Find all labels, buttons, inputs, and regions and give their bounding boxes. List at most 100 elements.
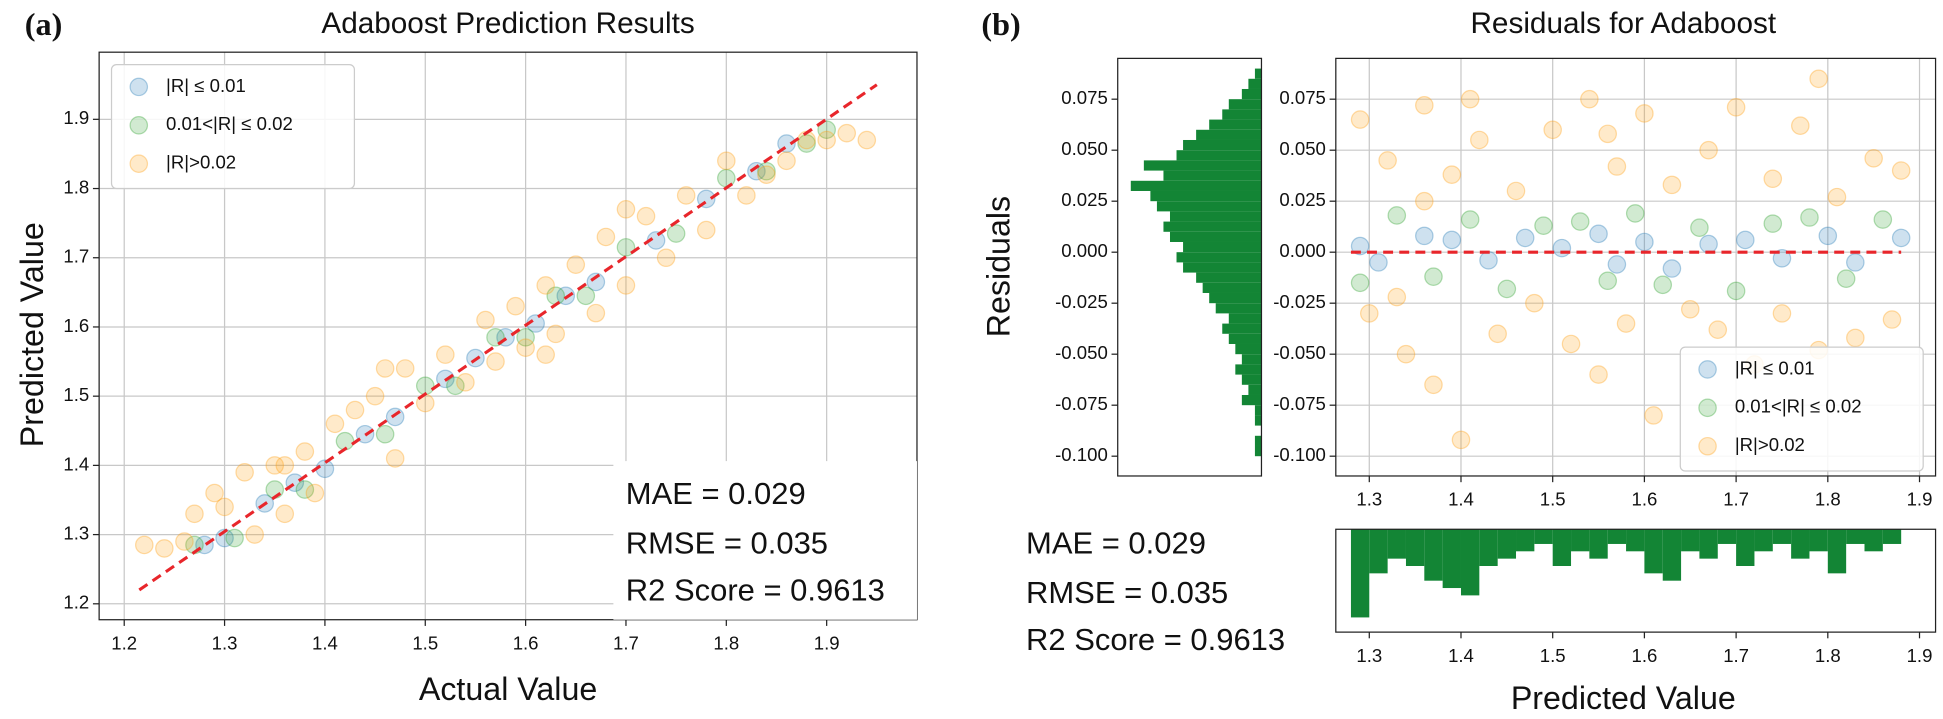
data-point [1763, 169, 1783, 189]
legend-label: 0.01<|R| ≤ 0.02 [166, 113, 293, 134]
histogram-bar [1882, 529, 1902, 544]
data-point [275, 456, 295, 475]
histogram-bar [1516, 529, 1535, 552]
x-axis-label: Predicted Value [1511, 680, 1736, 716]
data-point [436, 345, 455, 364]
histogram-bar [1254, 405, 1262, 416]
histogram-bar [1405, 529, 1425, 566]
data-point [275, 504, 295, 524]
legend-marker [1698, 436, 1717, 456]
histogram-bar [1827, 529, 1847, 574]
y-tick-label: -0.100 [1055, 444, 1108, 465]
y-axis-label: Predicted Value [14, 222, 50, 447]
data-point [1827, 187, 1847, 207]
data-point [556, 286, 576, 306]
data-point [345, 400, 365, 420]
data-point [1800, 208, 1819, 227]
x-tick-label: 1.5 [1540, 489, 1566, 510]
data-point [1561, 334, 1581, 354]
x-tick-label: 1.3 [1356, 645, 1382, 666]
histogram-bar [1176, 252, 1262, 263]
legend-marker [129, 77, 149, 97]
axes-frame [1335, 528, 1937, 633]
histogram-bar [1254, 445, 1262, 457]
histogram-bar [1442, 529, 1461, 589]
data-point [1534, 216, 1553, 235]
y-tick-label: 0.050 [1061, 138, 1108, 159]
y-tick-label: 0.000 [1061, 240, 1108, 261]
legend-marker [1698, 398, 1717, 418]
x-tick-label: 1.7 [1723, 489, 1749, 510]
y-tick-label: 1.9 [63, 107, 89, 128]
y-tick-label: 1.4 [63, 453, 89, 474]
data-point [1350, 273, 1370, 293]
histogram-bar [1717, 529, 1737, 544]
data-point [415, 376, 435, 396]
data-point [1653, 275, 1673, 295]
data-point [1791, 116, 1810, 135]
data-point [1690, 218, 1709, 238]
histogram-bar [1163, 170, 1262, 181]
histogram-bar [1183, 139, 1262, 151]
histogram-bar [1150, 190, 1262, 202]
data-point [1387, 287, 1407, 307]
y-tick-label: 0.050 [1279, 138, 1326, 159]
data-point [1580, 89, 1599, 109]
data-point [1772, 304, 1792, 323]
data-point [295, 442, 315, 461]
y-tick-label: 1.5 [63, 384, 89, 405]
data-point [817, 120, 836, 139]
annotation: MAE = 0.029 [1026, 526, 1206, 561]
x-tick-label: 1.5 [412, 632, 438, 653]
data-point [215, 497, 234, 517]
histogram-bar [1130, 180, 1262, 191]
data-point [1497, 279, 1517, 299]
y-tick-label: 1.2 [63, 592, 89, 613]
annotation: RMSE = 0.035 [1026, 575, 1228, 610]
data-point [1424, 267, 1443, 286]
data-point [777, 151, 796, 171]
data-point [1699, 234, 1718, 254]
x-tick-label: 1.7 [1723, 645, 1749, 666]
data-point [1552, 238, 1572, 258]
data-point [1525, 293, 1544, 313]
data-point [1479, 251, 1498, 270]
data-point [1415, 226, 1434, 246]
x-tick-label: 1.9 [1907, 489, 1933, 510]
x-tick-label: 1.3 [1356, 489, 1382, 510]
histogram-bar [1143, 160, 1262, 171]
histogram-bar [1196, 129, 1262, 140]
data-point [1680, 300, 1700, 319]
data-point [857, 130, 877, 150]
data-point [315, 459, 335, 479]
x-tick-label: 1.6 [1631, 489, 1657, 510]
legend-box [110, 63, 356, 190]
data-point [636, 206, 656, 226]
histogram-bar [1241, 88, 1262, 100]
panel: 0.075 0.050 0.025 0.000 -0.025 -0.050 -0.075 -0… [1055, 57, 1263, 477]
data-point [265, 456, 285, 475]
histogram-bar [1424, 529, 1443, 581]
histogram-bar [1791, 529, 1810, 559]
histogram-bar [1662, 529, 1682, 581]
chart-title: Residuals for Adaboost [1470, 7, 1776, 40]
data-point [476, 310, 495, 330]
y-tick-label: -0.025 [1273, 291, 1326, 312]
data-point [1763, 214, 1783, 233]
data-point [616, 200, 636, 219]
x-tick-label: 1.8 [1815, 489, 1841, 510]
data-point [1708, 320, 1728, 340]
data-point [1836, 269, 1856, 289]
axes-frame [1335, 57, 1937, 477]
data-point [1378, 151, 1397, 170]
data-point [696, 220, 716, 240]
data-point [757, 161, 776, 181]
histogram-bar [1736, 529, 1755, 566]
data-point [295, 480, 315, 499]
histogram-bar [1681, 529, 1700, 552]
histogram-bar [1222, 109, 1262, 120]
histogram-bar [1228, 333, 1262, 344]
histogram-bar [1169, 211, 1262, 222]
histogram-bar [1169, 231, 1262, 242]
